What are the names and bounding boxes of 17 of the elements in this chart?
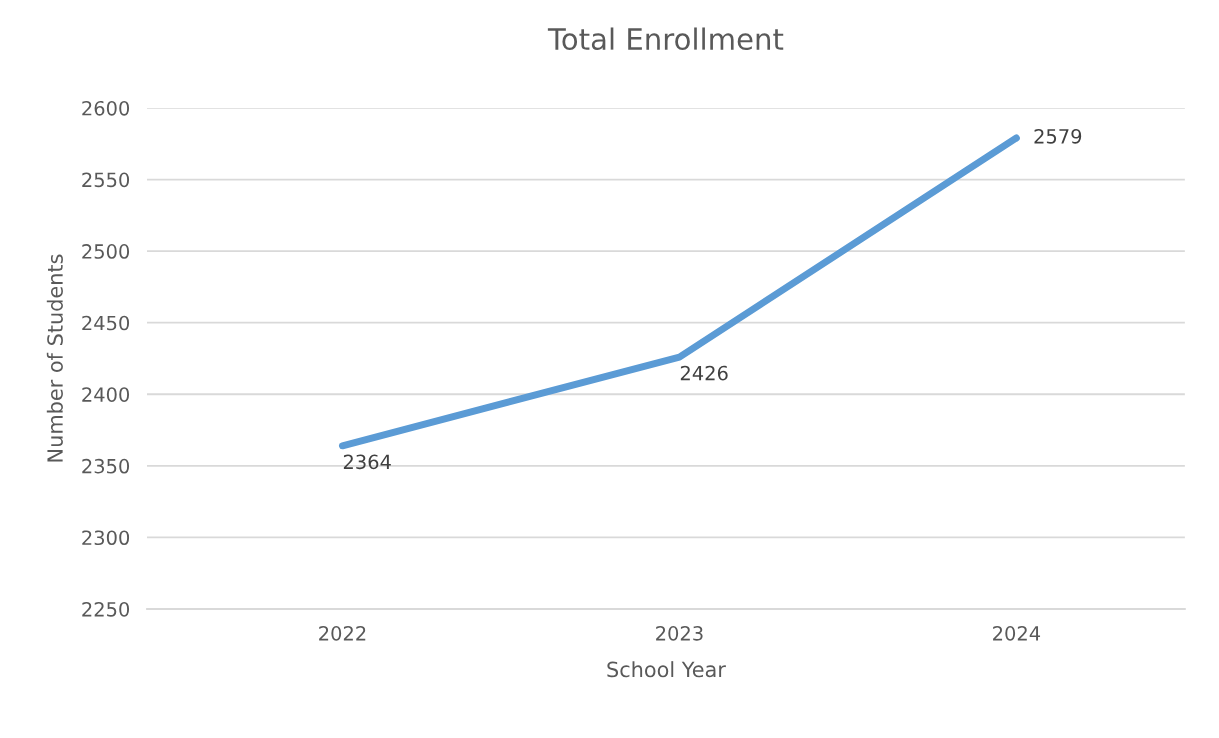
data-label: 2426 (680, 365, 728, 381)
y-tick-label: 2350 (82, 458, 130, 474)
y-tick-label: 2500 (82, 244, 130, 259)
x-axis-title: School Year (607, 661, 726, 678)
data-label: 2364 (343, 454, 391, 470)
chart-title: Total Enrollment (547, 27, 784, 51)
y-tick-label: 2450 (82, 315, 130, 331)
y-tick-label: 2600 (82, 100, 130, 116)
data-label: 2579 (1034, 128, 1082, 144)
x-tick-label: 2022 (319, 626, 366, 641)
y-tick-label: 2300 (82, 530, 130, 546)
y-tick-label: 2400 (82, 387, 130, 402)
y-tick-label: 2550 (82, 172, 130, 188)
y-axis-title: Number of Students (46, 254, 63, 462)
y-tick-label: 2250 (82, 601, 130, 617)
x-tick-label: 2023 (656, 626, 703, 641)
x-tick-label: 2024 (993, 626, 1041, 641)
